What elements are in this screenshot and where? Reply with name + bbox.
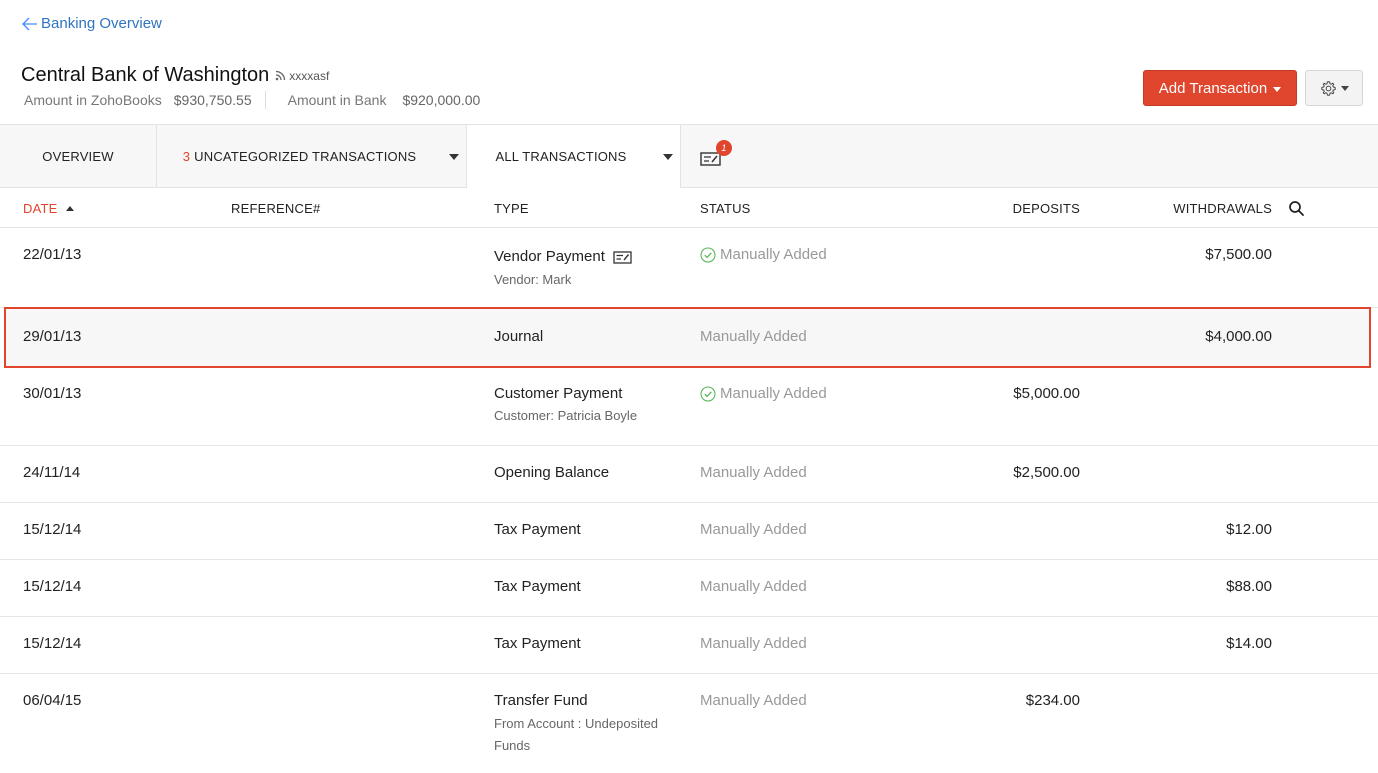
column-header-deposits: DEPOSITS bbox=[1012, 201, 1080, 216]
arrow-left-icon bbox=[22, 17, 37, 30]
chevron-down-icon bbox=[1273, 86, 1282, 92]
row-status: Manually Added bbox=[700, 692, 807, 709]
sort-ascending-icon bbox=[65, 206, 74, 211]
row-type-label: Vendor Payment bbox=[494, 248, 605, 265]
row-type: Vendor Payment bbox=[494, 248, 632, 265]
row-status-label: Manually Added bbox=[720, 246, 827, 263]
row-status: Manually Added bbox=[700, 521, 807, 538]
row-type-detail-line2: Funds bbox=[494, 738, 531, 753]
column-header-date[interactable]: DATE bbox=[23, 201, 74, 216]
all-transactions-filter-dropdown[interactable] bbox=[655, 125, 681, 188]
row-date: 15/12/14 bbox=[23, 521, 82, 538]
table-row[interactable]: 15/12/14 Tax Payment Manually Added $14.… bbox=[0, 617, 1378, 674]
amount-bank-label: Amount in Bank bbox=[287, 92, 387, 108]
account-header: Central Bank of Washington xxxxasf bbox=[21, 64, 329, 87]
tab-uncategorized-label: UNCATEGORIZED TRANSACTIONS bbox=[194, 149, 417, 164]
gear-icon bbox=[1320, 80, 1336, 96]
row-status: Manually Added bbox=[700, 385, 827, 402]
cheque-icon bbox=[613, 250, 632, 264]
add-transaction-label: Add Transaction bbox=[1158, 79, 1268, 97]
row-type: Customer Payment bbox=[494, 385, 623, 402]
amount-zoho-value: $930,750.55 bbox=[173, 92, 252, 108]
row-date: 30/01/13 bbox=[23, 385, 82, 402]
row-date: 24/11/14 bbox=[23, 464, 81, 481]
table-row-selected[interactable]: 29/01/13 Journal Manually Added $4,000.0… bbox=[4, 307, 1371, 368]
row-type: Tax Payment bbox=[494, 521, 581, 538]
check-circle-icon bbox=[700, 246, 716, 263]
row-date: 29/01/13 bbox=[23, 328, 82, 345]
row-withdrawal: $88.00 bbox=[1226, 578, 1272, 595]
row-type-detail: Customer: Patricia Boyle bbox=[494, 408, 638, 423]
date-header-label: DATE bbox=[23, 201, 58, 216]
table-row[interactable]: 15/12/14 Tax Payment Manually Added $88.… bbox=[0, 560, 1378, 617]
back-link-label: Banking Overview bbox=[41, 15, 162, 32]
row-type: Opening Balance bbox=[494, 464, 610, 481]
tab-all-transactions-label: ALL TRANSACTIONS bbox=[495, 149, 627, 164]
tab-overview[interactable]: OVERVIEW bbox=[0, 125, 157, 188]
bank-feed-info: xxxxasf bbox=[275, 69, 329, 83]
check-circle-icon bbox=[700, 385, 716, 402]
row-type: Tax Payment bbox=[494, 578, 581, 595]
cheque-count-badge: 1 bbox=[716, 139, 732, 156]
cheque-icon bbox=[700, 151, 721, 166]
row-date: 15/12/14 bbox=[23, 578, 82, 595]
row-type-detail: Vendor: Mark bbox=[494, 272, 572, 287]
row-deposit: $2,500.00 bbox=[1013, 464, 1080, 481]
feed-icon bbox=[275, 70, 286, 81]
row-status: Manually Added bbox=[700, 464, 807, 481]
row-withdrawal: $14.00 bbox=[1226, 635, 1272, 652]
account-amounts: Amount in ZohoBooks $930,750.55 Amount i… bbox=[24, 91, 480, 109]
chevron-down-icon bbox=[449, 153, 459, 160]
column-header-withdrawals: WITHDRAWALS bbox=[1173, 201, 1272, 216]
table-header: DATE REFERENCE# TYPE STATUS DEPOSITS WIT… bbox=[0, 189, 1378, 228]
column-header-reference: REFERENCE# bbox=[231, 201, 321, 216]
row-type: Journal bbox=[494, 328, 544, 345]
row-status-label: Manually Added bbox=[720, 385, 827, 402]
account-name: Central Bank of Washington bbox=[21, 64, 270, 86]
tab-overview-label: OVERVIEW bbox=[42, 149, 114, 164]
settings-dropdown-button[interactable] bbox=[1305, 70, 1363, 106]
tab-all-transactions[interactable]: ALL TRANSACTIONS bbox=[467, 125, 655, 188]
row-date: 15/12/14 bbox=[23, 635, 82, 652]
amount-zoho-label: Amount in ZohoBooks bbox=[24, 92, 162, 108]
row-status: Manually Added bbox=[700, 635, 807, 652]
row-status: Manually Added bbox=[700, 328, 807, 345]
column-header-type: TYPE bbox=[494, 201, 529, 216]
row-status: Manually Added bbox=[700, 578, 807, 595]
transactions-tab-bar: OVERVIEW 3 UNCATEGORIZED TRANSACTIONS AL… bbox=[0, 124, 1378, 188]
row-date: 22/01/13 bbox=[23, 246, 82, 263]
row-withdrawal: $4,000.00 bbox=[1205, 328, 1272, 345]
table-row[interactable]: 22/01/13 Vendor Payment Vendor: Mark Man… bbox=[0, 228, 1378, 308]
chevron-down-icon bbox=[1340, 85, 1349, 91]
table-row[interactable]: 15/12/14 Tax Payment Manually Added $12.… bbox=[0, 503, 1378, 560]
cheque-indicator: 1 bbox=[700, 139, 732, 166]
table-row[interactable]: 06/04/15 Transfer Fund From Account : Un… bbox=[0, 674, 1378, 773]
column-header-status: STATUS bbox=[700, 201, 751, 216]
row-deposit: $5,000.00 bbox=[1013, 385, 1080, 402]
row-type-detail: From Account : Undeposited bbox=[494, 716, 659, 731]
row-type: Transfer Fund bbox=[494, 692, 588, 709]
add-transaction-button[interactable]: Add Transaction bbox=[1143, 70, 1297, 106]
amount-bank-value: $920,000.00 bbox=[402, 92, 481, 108]
back-to-banking-overview-link[interactable]: Banking Overview bbox=[22, 15, 162, 32]
tab-uncategorized-transactions[interactable]: 3 UNCATEGORIZED TRANSACTIONS bbox=[157, 125, 442, 188]
row-status: Manually Added bbox=[700, 246, 827, 263]
chevron-down-icon bbox=[662, 153, 673, 160]
table-row[interactable]: 30/01/13 Customer Payment Customer: Patr… bbox=[0, 368, 1378, 446]
row-withdrawal: $12.00 bbox=[1226, 521, 1272, 538]
row-deposit: $234.00 bbox=[1025, 692, 1080, 709]
table-row[interactable]: 24/11/14 Opening Balance Manually Added … bbox=[0, 446, 1378, 503]
uncategorized-filter-dropdown[interactable] bbox=[442, 125, 467, 188]
row-withdrawal: $7,500.00 bbox=[1205, 246, 1272, 263]
row-date: 06/04/15 bbox=[23, 692, 82, 709]
feed-id: xxxxasf bbox=[289, 68, 330, 83]
amounts-divider bbox=[264, 91, 266, 109]
uncategorized-count: 3 bbox=[182, 149, 191, 164]
tab-cheques[interactable]: 1 bbox=[681, 125, 741, 188]
search-icon[interactable] bbox=[1288, 200, 1305, 217]
row-type: Tax Payment bbox=[494, 635, 581, 652]
